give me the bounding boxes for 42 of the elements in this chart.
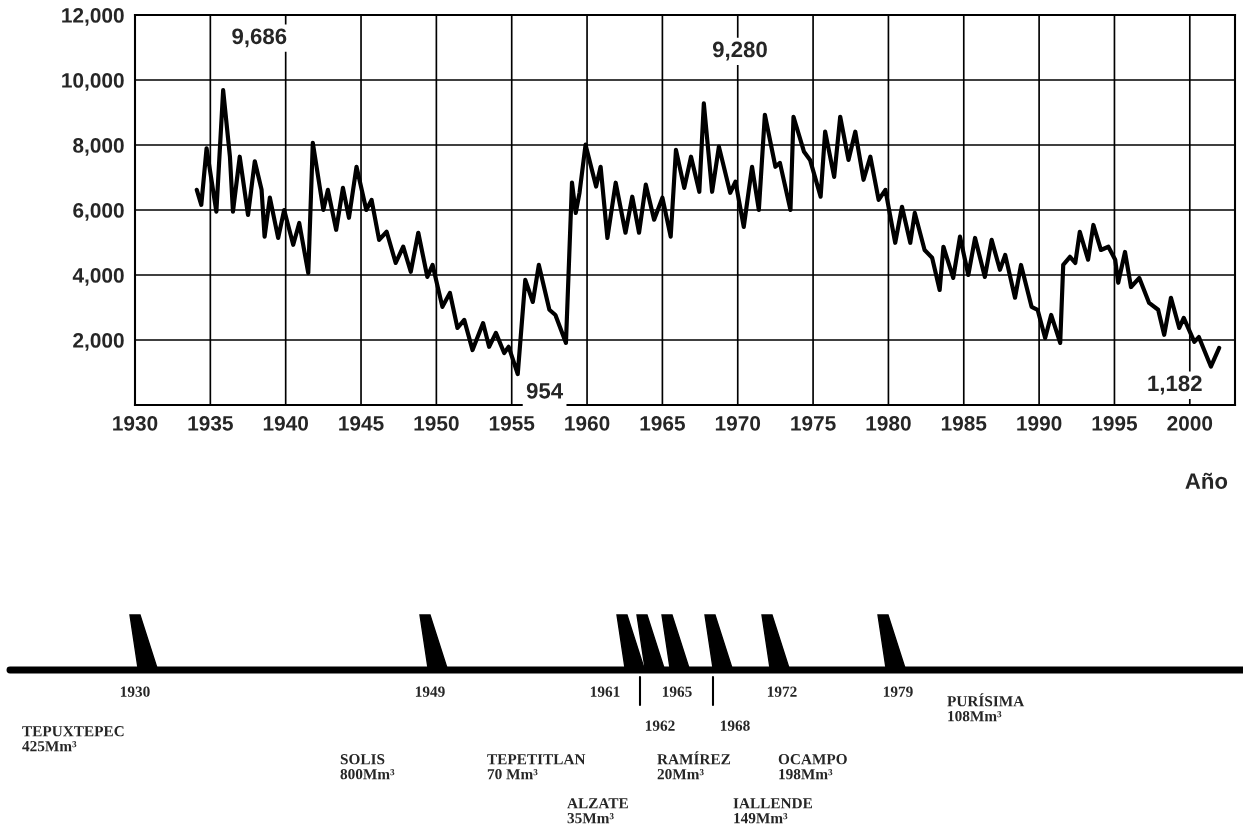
x-tick-label: 2000 bbox=[1167, 415, 1213, 431]
x-tick-label: 1960 bbox=[565, 415, 610, 431]
text: RAMÍREZ 20Mm³ bbox=[657, 751, 731, 780]
text: OCAMPO 198Mm³ bbox=[778, 754, 847, 780]
x-tick-label: 1955 bbox=[489, 415, 535, 431]
y-tick-label: 8,000 bbox=[73, 138, 124, 156]
x-tick-label: 1985 bbox=[941, 415, 987, 431]
annotation: 954 bbox=[526, 382, 564, 399]
text: PURÍSIMA 108Mm³ bbox=[947, 693, 1025, 722]
text: IALLENDE 149Mm³ bbox=[733, 798, 813, 824]
x-tick-label: 1950 bbox=[414, 415, 459, 431]
x-tick-label: 1970 bbox=[715, 415, 761, 431]
y-tick-label: 6,000 bbox=[73, 203, 124, 221]
text: 1972 bbox=[767, 686, 797, 697]
x-tick-label: 1975 bbox=[791, 415, 836, 431]
text: 1965 bbox=[662, 686, 692, 697]
y-tick-label: 4,000 bbox=[72, 268, 124, 286]
y-tick-label: 2,000 bbox=[73, 333, 124, 351]
text: 1979 bbox=[883, 686, 913, 697]
y-tick-label: 10,000 bbox=[62, 73, 124, 91]
x-tick-label: 1995 bbox=[1092, 415, 1138, 431]
text: 1961 bbox=[590, 686, 620, 697]
annotation: 9,280 bbox=[712, 41, 767, 61]
text: TEPUXTEPEC 425Mm³ bbox=[22, 726, 124, 752]
text: 1930 bbox=[120, 686, 150, 697]
x-tick-label: 1945 bbox=[339, 415, 384, 431]
y-tick-label: 12,000 bbox=[62, 8, 124, 26]
annotation: 1,182 bbox=[1148, 375, 1202, 395]
x-tick-label: 1980 bbox=[866, 415, 911, 431]
text: 1962 bbox=[645, 720, 675, 731]
x-axis-title: Año bbox=[1185, 472, 1228, 489]
x-tick-label: 1935 bbox=[188, 415, 233, 431]
text: ALZATE 35Mm³ bbox=[567, 798, 628, 824]
text: TEPETITLAN 70 Mm³ bbox=[487, 754, 586, 780]
text: 1968 bbox=[720, 720, 750, 731]
x-tick-label: 1990 bbox=[1017, 415, 1062, 431]
x-tick-label: 1940 bbox=[263, 415, 309, 431]
text: 1949 bbox=[415, 686, 445, 697]
x-tick-label: 1930 bbox=[113, 415, 158, 431]
annotation: 9,686 bbox=[232, 28, 287, 48]
x-tick-label: 1965 bbox=[640, 415, 685, 431]
text: SOLIS 800Mm³ bbox=[340, 754, 395, 780]
